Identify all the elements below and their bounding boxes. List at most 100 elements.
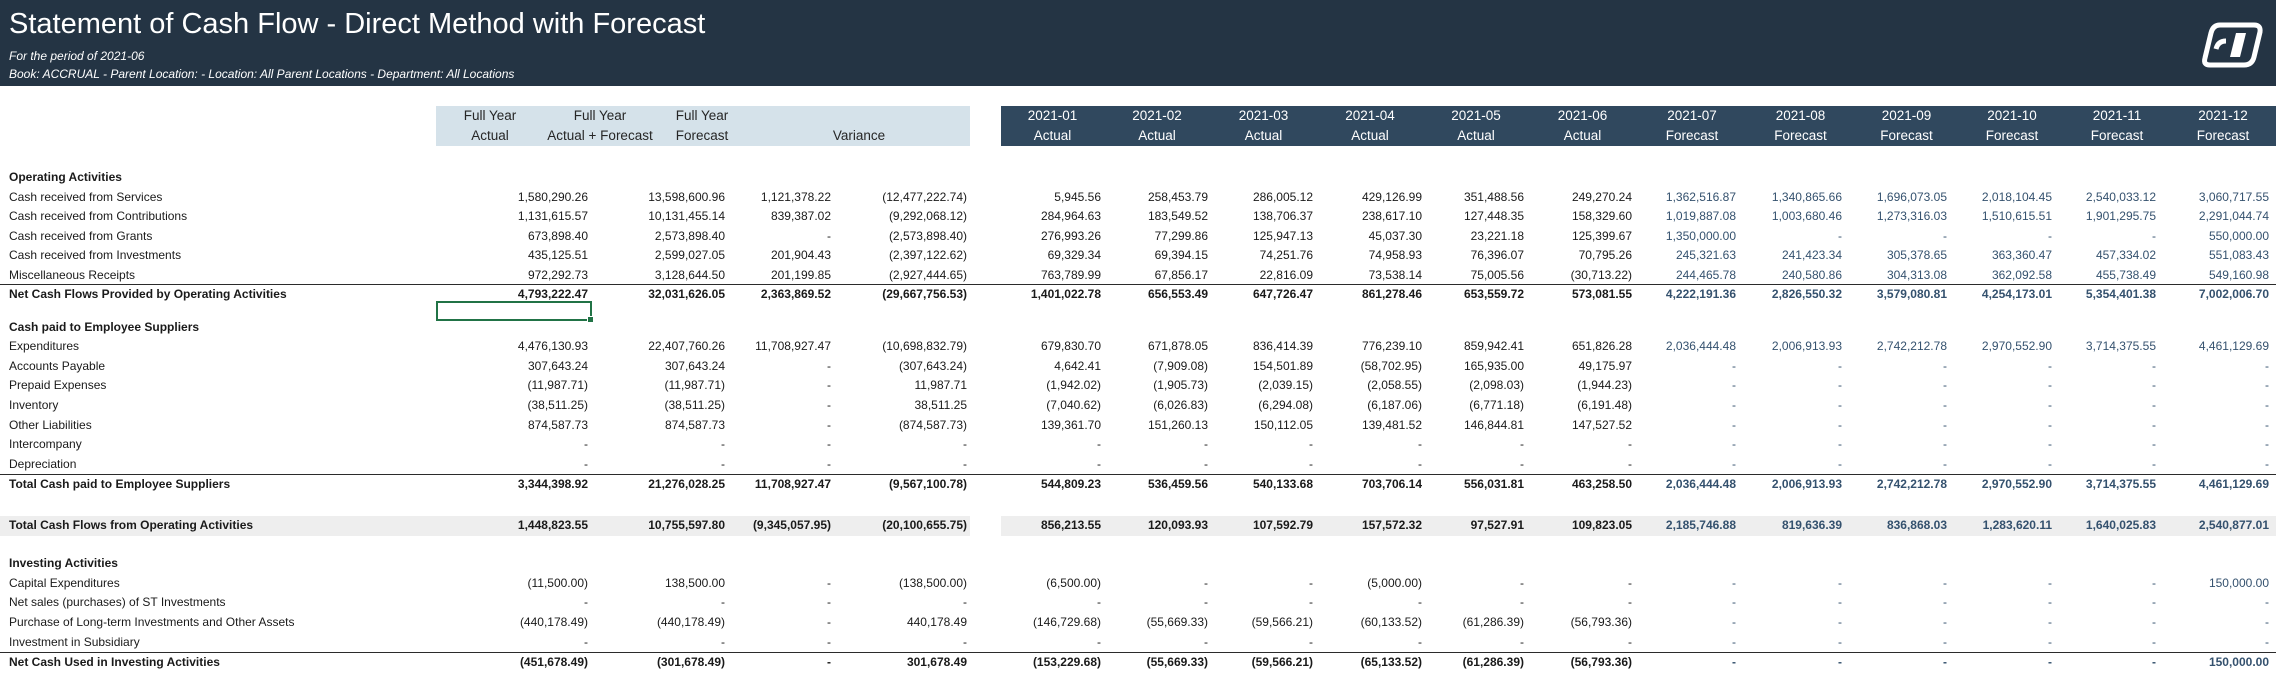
- table-cell[interactable]: -: [1732, 418, 1736, 432]
- table-cell[interactable]: -: [1943, 378, 1947, 392]
- table-cell[interactable]: (440,178.49): [519, 615, 588, 629]
- table-cell[interactable]: 307,643.24: [527, 359, 588, 373]
- table-cell[interactable]: 284,964.63: [1040, 209, 1101, 223]
- table-cell[interactable]: 154,501.89: [1252, 359, 1313, 373]
- table-cell[interactable]: 1,401,022.78: [1030, 287, 1101, 301]
- table-cell[interactable]: 22,816.09: [1259, 268, 1313, 282]
- table-cell[interactable]: 249,270.24: [1571, 190, 1632, 204]
- table-cell[interactable]: (55,669.33): [1146, 615, 1208, 629]
- table-cell[interactable]: 241,423.34: [1781, 248, 1842, 262]
- table-cell[interactable]: -: [2048, 457, 2052, 471]
- table-cell[interactable]: -: [1732, 615, 1736, 629]
- table-cell[interactable]: 5,354,401.38: [2085, 287, 2156, 301]
- table-cell[interactable]: 2,970,552.90: [1981, 339, 2052, 353]
- table-cell[interactable]: -: [1943, 595, 1947, 609]
- table-cell[interactable]: (153,229.68): [1032, 655, 1101, 669]
- table-cell[interactable]: -: [2048, 655, 2052, 669]
- table-cell[interactable]: -: [584, 457, 588, 471]
- table-cell[interactable]: (38,511.25): [527, 398, 589, 412]
- table-cell[interactable]: 1,131,615.57: [517, 209, 588, 223]
- table-cell[interactable]: -: [1204, 457, 1208, 471]
- table-cell[interactable]: 139,361.70: [1040, 418, 1101, 432]
- column-header-2[interactable]: Full Year Forecast: [656, 106, 748, 146]
- table-cell[interactable]: -: [1838, 576, 1842, 590]
- table-cell[interactable]: -: [1418, 457, 1422, 471]
- table-cell[interactable]: (65,133.52): [1360, 655, 1422, 669]
- table-cell[interactable]: -: [2048, 378, 2052, 392]
- table-cell[interactable]: -: [1309, 457, 1313, 471]
- total-row[interactable]: Total Cash Flows from Operating Activiti…: [0, 516, 2276, 536]
- table-cell[interactable]: 1,696,073.05: [1876, 190, 1947, 204]
- table-cell[interactable]: 3,060,717.55: [2198, 190, 2269, 204]
- table-cell[interactable]: (2,039.15): [1258, 378, 1313, 392]
- table-cell[interactable]: -: [1309, 576, 1313, 590]
- table-cell[interactable]: (6,771.18): [1469, 398, 1524, 412]
- table-cell[interactable]: 2,006,913.93: [1771, 339, 1842, 353]
- table-cell[interactable]: -: [1732, 635, 1736, 649]
- table-row[interactable]: Cash received from Contributions 1,131,61…: [0, 207, 2276, 227]
- table-cell[interactable]: 2,363,869.52: [760, 287, 831, 301]
- column-header-12[interactable]: 2021-09 Forecast: [1853, 106, 1960, 146]
- column-header-4[interactable]: 2021-01 Actual: [1001, 106, 1104, 146]
- table-cell[interactable]: -: [2048, 595, 2052, 609]
- table-cell[interactable]: 2,006,913.93: [1771, 477, 1842, 491]
- table-cell[interactable]: 2,185,746.88: [1665, 518, 1736, 532]
- table-cell[interactable]: -: [963, 595, 967, 609]
- table-cell[interactable]: (38,511.25): [664, 398, 726, 412]
- table-cell[interactable]: -: [2048, 359, 2052, 373]
- table-cell[interactable]: 75,005.56: [1470, 268, 1524, 282]
- section-header[interactable]: Cash paid to Employee Suppliers: [0, 318, 2276, 338]
- table-cell[interactable]: 150,112.05: [1253, 418, 1313, 432]
- table-cell[interactable]: 4,793,222.47: [517, 287, 588, 301]
- table-cell[interactable]: 656,553.49: [1147, 287, 1208, 301]
- table-row[interactable]: Cash received from Investments 435,125.51…: [0, 246, 2276, 266]
- table-cell[interactable]: 138,500.00: [664, 576, 725, 590]
- table-cell[interactable]: 836,414.39: [1252, 339, 1313, 353]
- table-cell[interactable]: -: [1418, 595, 1422, 609]
- table-cell[interactable]: 776,239.10: [1361, 339, 1422, 353]
- table-cell[interactable]: -: [1309, 595, 1313, 609]
- table-cell[interactable]: 138,706.37: [1252, 209, 1313, 223]
- table-cell[interactable]: -: [2152, 576, 2156, 590]
- table-cell[interactable]: -: [2265, 457, 2269, 471]
- table-cell[interactable]: 671,878.05: [1147, 339, 1208, 353]
- table-cell[interactable]: 2,036,444.48: [1665, 477, 1736, 491]
- fill-handle[interactable]: [587, 316, 594, 323]
- table-cell[interactable]: 2,573,898.40: [654, 229, 725, 243]
- table-cell[interactable]: 653,559.72: [1463, 287, 1524, 301]
- table-cell[interactable]: (11,987.71): [664, 378, 726, 392]
- column-header-10[interactable]: 2021-07 Forecast: [1636, 106, 1748, 146]
- table-cell[interactable]: -: [1732, 595, 1736, 609]
- table-cell[interactable]: 38,511.25: [914, 398, 968, 412]
- table-row[interactable]: Cash received from Services 1,580,290.26 1…: [0, 188, 2276, 208]
- table-cell[interactable]: -: [2048, 418, 2052, 432]
- column-header-1[interactable]: Full Year Actual + Forecast: [544, 106, 656, 146]
- table-cell[interactable]: -: [827, 359, 831, 373]
- table-cell[interactable]: -: [1097, 595, 1101, 609]
- table-cell[interactable]: 11,708,927.47: [754, 477, 831, 491]
- table-cell[interactable]: (56,793.36): [1570, 615, 1632, 629]
- table-cell[interactable]: -: [1628, 576, 1632, 590]
- table-cell[interactable]: 22,407,760.26: [648, 339, 725, 353]
- table-cell[interactable]: (440,178.49): [656, 615, 725, 629]
- table-cell[interactable]: (9,292,068.12): [888, 209, 967, 223]
- table-row[interactable]: Prepaid Expenses (11,987.71) (11,987.71) - 1…: [0, 376, 2276, 396]
- table-cell[interactable]: -: [1204, 595, 1208, 609]
- table-cell[interactable]: 67,856.17: [1154, 268, 1208, 282]
- table-cell[interactable]: (138,500.00): [898, 576, 967, 590]
- table-cell[interactable]: 146,844.81: [1463, 418, 1524, 432]
- table-cell[interactable]: (11,987.71): [527, 378, 589, 392]
- table-cell[interactable]: 540,133.68: [1252, 477, 1313, 491]
- table-cell[interactable]: -: [1943, 359, 1947, 373]
- table-cell[interactable]: -: [1732, 655, 1736, 669]
- table-cell[interactable]: 45,037.30: [1368, 229, 1422, 243]
- table-cell[interactable]: 158,329.60: [1571, 209, 1632, 223]
- table-cell[interactable]: 4,642.41: [1054, 359, 1101, 373]
- table-cell[interactable]: -: [1943, 437, 1947, 451]
- table-cell[interactable]: 1,362,516.87: [1665, 190, 1736, 204]
- table-cell[interactable]: -: [1732, 576, 1736, 590]
- table-cell[interactable]: 2,826,550.32: [1771, 287, 1842, 301]
- table-cell[interactable]: -: [721, 437, 725, 451]
- table-cell[interactable]: 647,726.47: [1252, 287, 1313, 301]
- section-header[interactable]: Investing Activities: [0, 554, 2276, 574]
